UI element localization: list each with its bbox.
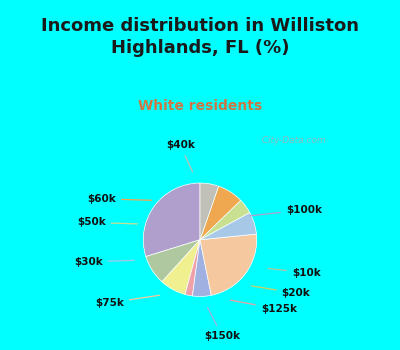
- Text: $60k: $60k: [87, 194, 152, 204]
- Text: $75k: $75k: [95, 295, 160, 308]
- Wedge shape: [200, 186, 241, 240]
- Wedge shape: [192, 240, 211, 296]
- Text: $150k: $150k: [204, 308, 240, 341]
- Text: $100k: $100k: [250, 205, 322, 216]
- Wedge shape: [200, 234, 257, 295]
- Wedge shape: [143, 183, 200, 257]
- Wedge shape: [200, 200, 250, 240]
- Wedge shape: [200, 212, 256, 240]
- Wedge shape: [185, 240, 200, 296]
- Text: $125k: $125k: [230, 300, 297, 314]
- Text: $50k: $50k: [77, 217, 137, 228]
- Text: $40k: $40k: [166, 140, 195, 172]
- Wedge shape: [162, 240, 200, 294]
- Wedge shape: [146, 240, 200, 282]
- Text: Income distribution in Williston
Highlands, FL (%): Income distribution in Williston Highlan…: [41, 17, 359, 57]
- Text: City-Data.com: City-Data.com: [256, 136, 326, 145]
- Wedge shape: [200, 183, 218, 240]
- Text: White residents: White residents: [138, 99, 262, 113]
- Text: $30k: $30k: [74, 257, 134, 267]
- Text: $10k: $10k: [268, 268, 321, 278]
- Text: $20k: $20k: [252, 286, 310, 298]
